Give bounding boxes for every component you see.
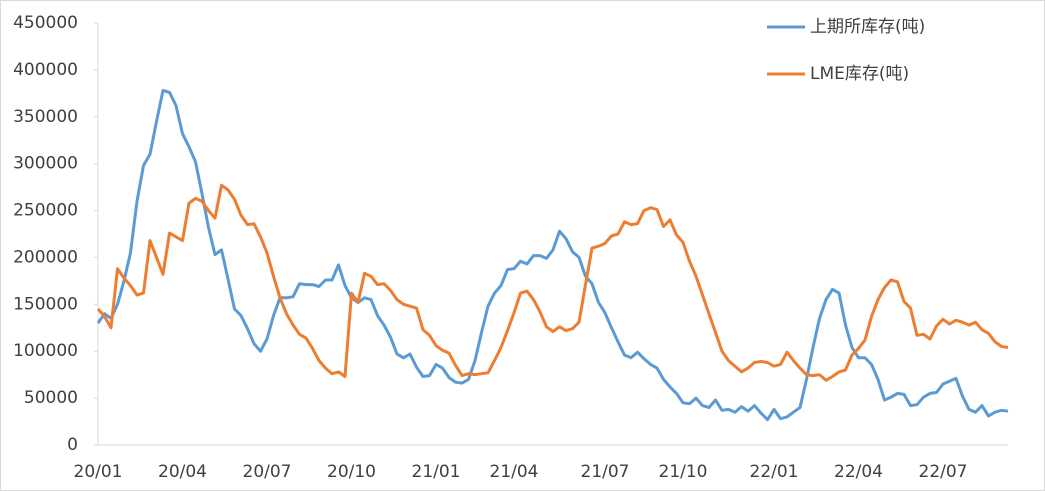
- legend-label: LME库存(吨): [810, 64, 909, 84]
- x-tick-label: 21/10: [659, 462, 708, 482]
- x-tick-label: 22/04: [834, 462, 883, 482]
- y-tick-label: 100000: [13, 341, 78, 361]
- series-line: [96, 89, 1009, 422]
- y-tick-label: 150000: [13, 294, 78, 314]
- y-tick-label: 400000: [13, 60, 78, 80]
- legend-label: 上期所库存(吨): [810, 17, 925, 37]
- y-tick-label: 200000: [13, 247, 78, 267]
- x-tick-label: 22/01: [750, 462, 799, 482]
- x-tick-label: 20/07: [243, 462, 292, 482]
- series-line: [96, 183, 1009, 382]
- x-tick-label: 20/04: [158, 462, 207, 482]
- y-tick-label: 450000: [13, 13, 78, 33]
- y-tick-label: 300000: [13, 154, 78, 174]
- x-tick-label: 21/04: [490, 462, 539, 482]
- x-tick-label: 21/01: [412, 462, 461, 482]
- y-tick-label: 0: [67, 435, 78, 455]
- y-tick-label: 250000: [13, 201, 78, 221]
- x-tick-label: 21/07: [581, 462, 630, 482]
- y-tick-label: 350000: [13, 107, 78, 127]
- x-tick-label: 20/10: [327, 462, 376, 482]
- y-tick-label: 50000: [24, 388, 78, 408]
- x-tick-label: 22/07: [919, 462, 968, 482]
- x-tick-label: 20/01: [74, 462, 123, 482]
